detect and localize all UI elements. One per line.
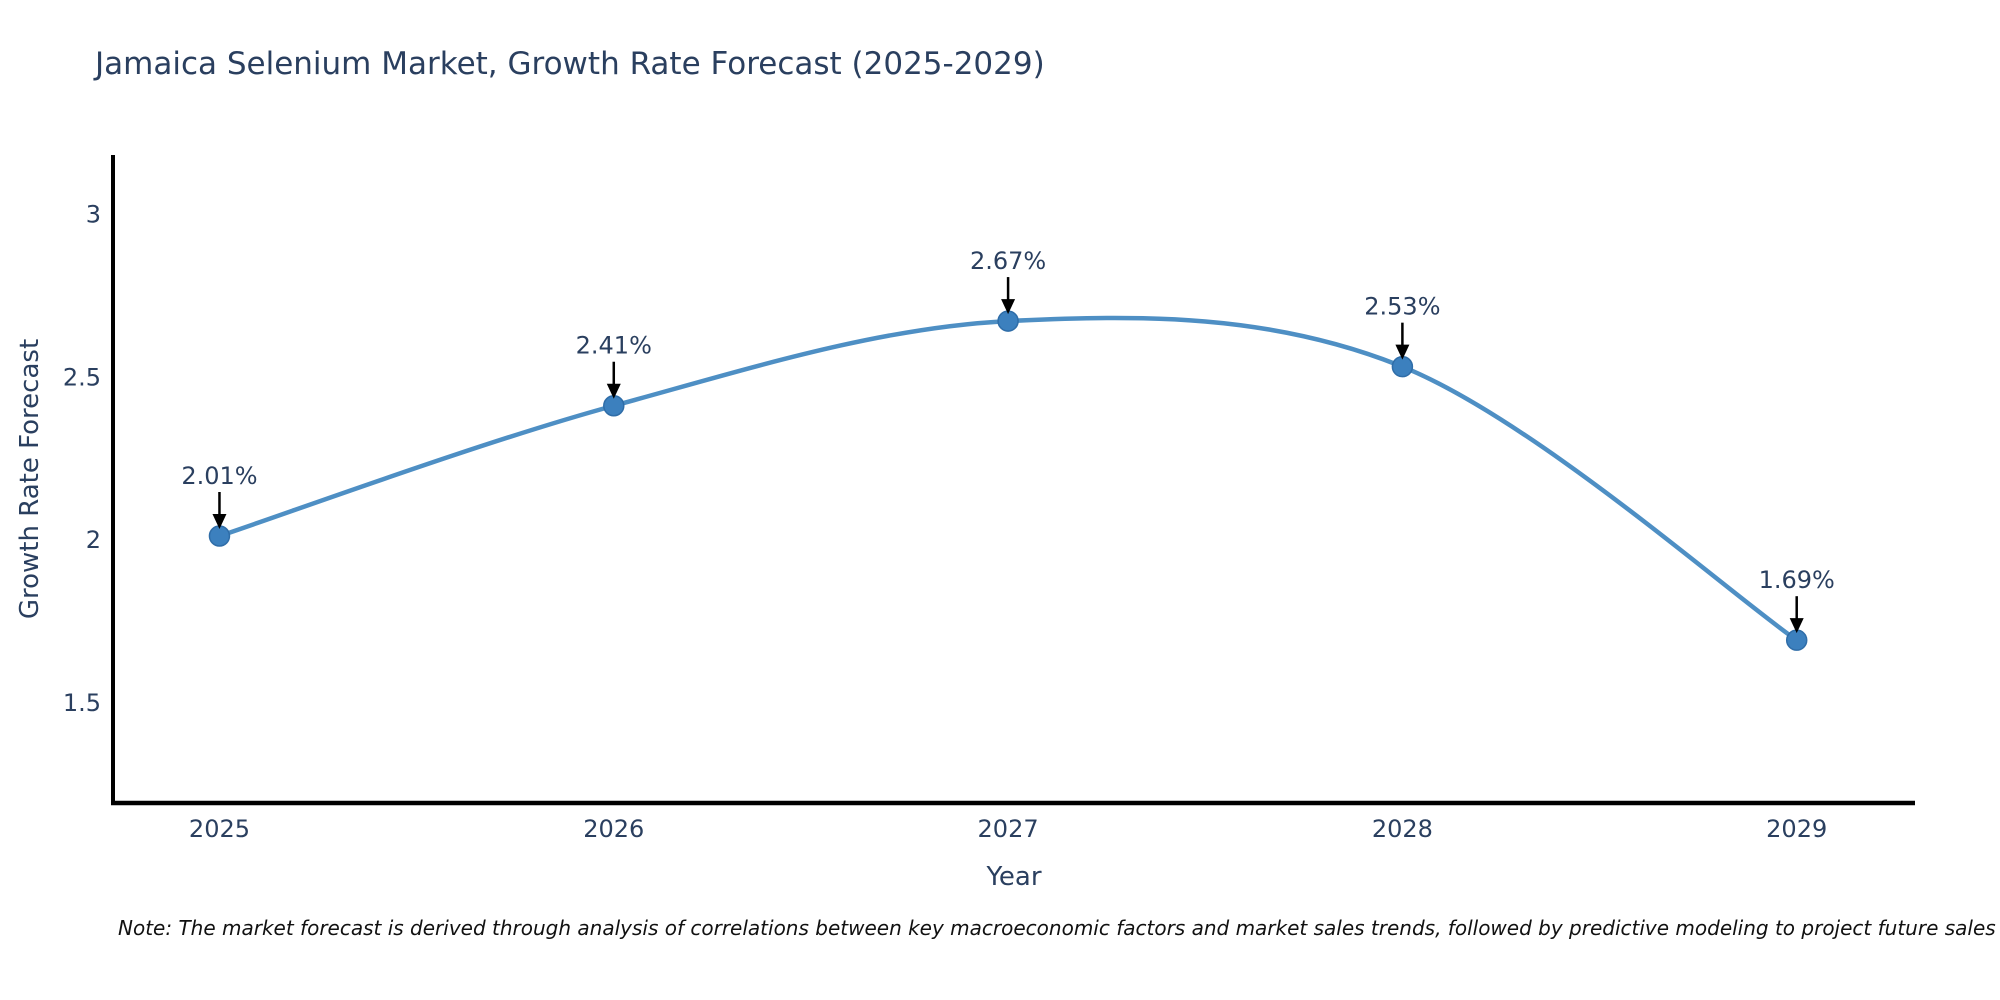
data-point-label: 2.41%: [576, 332, 652, 360]
x-tick-label: 2028: [1372, 815, 1433, 843]
y-tick-label: 2.5: [63, 363, 101, 391]
data-point-label: 2.67%: [970, 247, 1046, 275]
y-tick-label: 3: [86, 201, 101, 229]
data-point-label: 1.69%: [1759, 566, 1835, 594]
data-point-label: 2.53%: [1364, 293, 1440, 321]
annotation-arrow-head: [1001, 299, 1016, 315]
x-tick-label: 2025: [189, 815, 250, 843]
annotation-arrow-head: [606, 383, 621, 399]
y-tick-label: 2: [86, 526, 101, 554]
y-tick-label: 1.5: [63, 689, 101, 717]
data-point-label: 2.01%: [181, 462, 257, 490]
x-tick-label: 2029: [1766, 815, 1827, 843]
chart-title: Jamaica Selenium Market, Growth Rate For…: [95, 46, 1045, 82]
x-tick-label: 2027: [978, 815, 1039, 843]
forecast-line: [217, 315, 1799, 643]
annotation-arrow-head: [1395, 344, 1410, 360]
footnote: Note: The market forecast is derived thr…: [118, 916, 1996, 940]
annotation-arrow-head: [1789, 618, 1804, 634]
x-axis-title: Year: [986, 862, 1042, 892]
x-tick-label: 2026: [583, 815, 644, 843]
y-axis-title: Growth Rate Forecast: [15, 338, 45, 620]
annotation-arrow-head: [212, 513, 227, 529]
